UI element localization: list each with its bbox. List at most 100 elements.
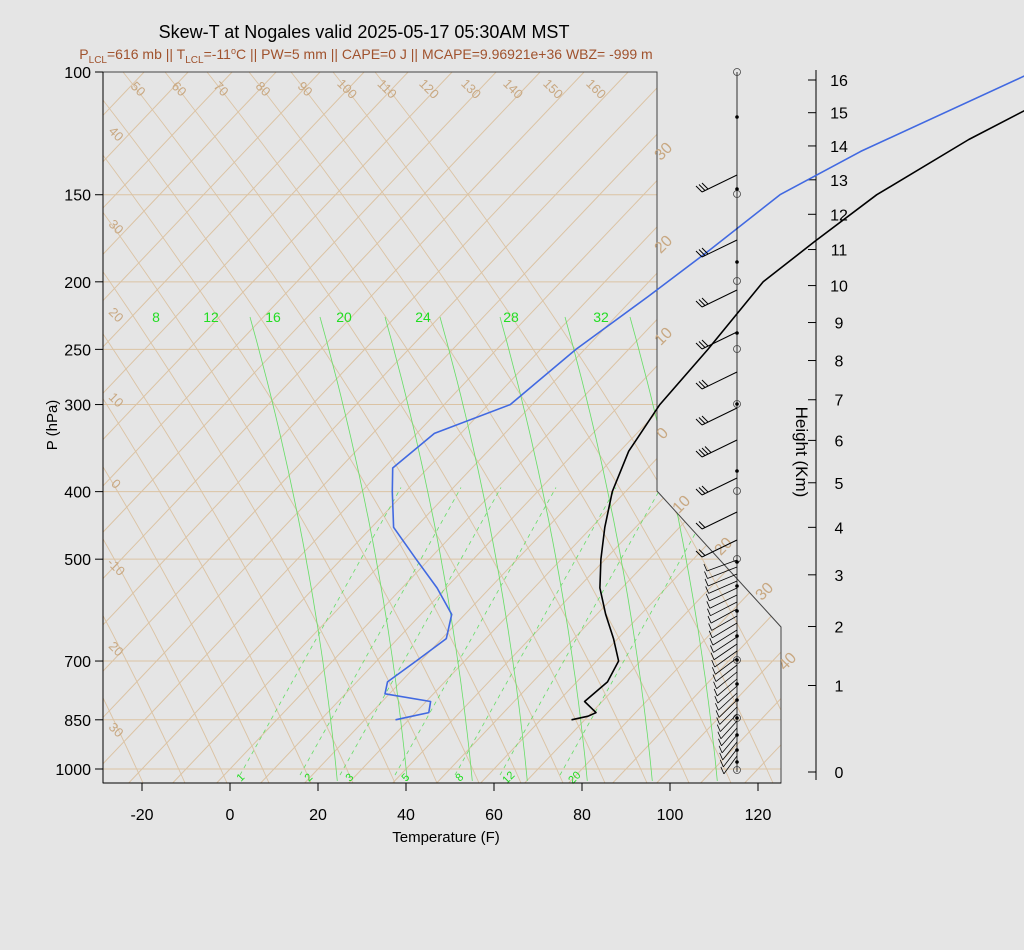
wind-barb-flag xyxy=(710,645,714,653)
wind-barb xyxy=(718,692,738,711)
moist-adiabat-line xyxy=(249,316,338,782)
wind-barb xyxy=(716,678,738,697)
barb-station-circle xyxy=(733,400,741,408)
barb-station-dot xyxy=(735,469,739,473)
moist-adiabat-line xyxy=(384,316,473,782)
dry-adiabat-line xyxy=(103,72,480,783)
x-tick-label: -20 xyxy=(130,807,153,824)
y-tick-label: 300 xyxy=(64,398,91,415)
mixing-ratio-label: 32 xyxy=(593,309,609,325)
isotherm-line xyxy=(103,72,428,783)
barb-station-circle xyxy=(733,345,741,353)
isotherm-line xyxy=(103,72,780,783)
wind-barb-flag xyxy=(695,382,703,390)
wind-barb-flag xyxy=(716,724,721,732)
moist-adiabat-line xyxy=(499,316,588,782)
barb-station-circle xyxy=(733,656,741,664)
wind-barb xyxy=(701,539,738,558)
height-tick-label: 3 xyxy=(835,568,844,585)
wind-barb-flag xyxy=(695,342,703,350)
isotherm-label: 80 xyxy=(253,78,274,99)
isotherm-label: 10 xyxy=(652,324,677,349)
wind-barb xyxy=(721,734,738,754)
wind-barb xyxy=(721,727,738,747)
wind-barb-flag xyxy=(703,563,708,572)
height-tick-label: 15 xyxy=(830,106,848,123)
isotherm-label: 20 xyxy=(106,304,127,325)
wind-barb xyxy=(710,608,738,624)
isotherm-label: 40 xyxy=(776,649,801,674)
height-tick-label: 12 xyxy=(830,207,848,224)
height-axis-title: Height (Km) xyxy=(792,407,811,498)
dry-adiabat-line xyxy=(275,72,732,783)
isotherm-label: 0 xyxy=(654,425,672,443)
isotherm-line xyxy=(965,52,1024,783)
isotherm-label: 30 xyxy=(106,719,127,740)
isotherm-label: 160 xyxy=(583,76,609,102)
wind-barb-flag xyxy=(715,710,720,718)
x-tick-label: 20 xyxy=(309,807,327,824)
wind-barb xyxy=(712,629,738,646)
isotherm-label: 140 xyxy=(500,76,526,102)
isotherm-line xyxy=(103,72,164,783)
mixing-ratio-label: 5 xyxy=(399,771,412,784)
dry-adiabat-line xyxy=(103,72,228,783)
wind-barb-flag xyxy=(698,341,706,348)
wind-barb-flag xyxy=(701,339,709,347)
isotherm-label: 30 xyxy=(652,139,677,164)
wind-barb-flag xyxy=(715,703,719,711)
wind-barb xyxy=(710,601,738,617)
mixing-ratio-line xyxy=(239,487,402,776)
wind-barb-flag xyxy=(709,637,714,646)
wind-barb-flag xyxy=(698,449,706,456)
wind-barb-flag xyxy=(695,450,703,458)
y-tick-label: 850 xyxy=(64,713,91,730)
barb-station-dot xyxy=(735,716,739,720)
isotherm-line xyxy=(103,72,384,783)
dry-adiabat-line xyxy=(149,72,606,783)
height-tick-label: 7 xyxy=(835,393,844,410)
isotherm-line xyxy=(103,72,604,783)
height-tick-label: 10 xyxy=(830,279,848,296)
x-axis-title: Temperature (F) xyxy=(392,829,500,846)
isotherm-label: 20 xyxy=(652,232,677,257)
wind-barb-flag xyxy=(698,184,706,191)
mixing-ratio-line xyxy=(559,487,722,776)
isotherm-line xyxy=(260,72,781,783)
barb-station-circle xyxy=(733,766,741,774)
wind-barb xyxy=(713,636,738,653)
barb-station-dot xyxy=(735,260,739,264)
dry-adiabat-line xyxy=(359,72,781,783)
barb-station-dot xyxy=(735,584,739,588)
isotherm-line xyxy=(921,52,1024,783)
dry-adiabat-line xyxy=(103,72,438,783)
wind-barb xyxy=(701,289,738,308)
isotherm-line xyxy=(524,72,781,783)
wind-barb xyxy=(706,559,738,572)
wind-barb xyxy=(718,699,738,718)
mixing-ratio-label: 20 xyxy=(566,769,583,786)
isotherm-line xyxy=(789,52,1024,783)
isotherm-label: 60 xyxy=(169,78,190,99)
mixing-ratio-line xyxy=(499,487,662,776)
x-tick-label: 80 xyxy=(573,807,591,824)
wind-barb xyxy=(719,713,738,732)
wind-barb-flag xyxy=(711,667,716,675)
y-tick-label: 250 xyxy=(64,342,91,359)
isotherm-line xyxy=(103,72,252,783)
wind-barb-flag xyxy=(719,752,724,761)
wind-barb-flag xyxy=(701,247,709,255)
mixing-ratio-line xyxy=(394,487,557,776)
isotherm-label: 30 xyxy=(106,216,127,237)
dry-adiabat-line xyxy=(317,72,774,783)
mixing-ratio-label: 20 xyxy=(336,309,352,325)
wind-barb-flag xyxy=(701,297,709,305)
dry-adiabat-line xyxy=(103,72,186,783)
wind-barb xyxy=(713,643,738,661)
dry-adiabat-line xyxy=(103,72,396,783)
wind-barb-flag xyxy=(695,522,703,530)
mixing-ratio-label: 12 xyxy=(500,769,517,786)
wind-barb xyxy=(701,407,738,426)
y-tick-label: 1000 xyxy=(55,762,91,779)
wind-barb-flag xyxy=(708,630,713,638)
